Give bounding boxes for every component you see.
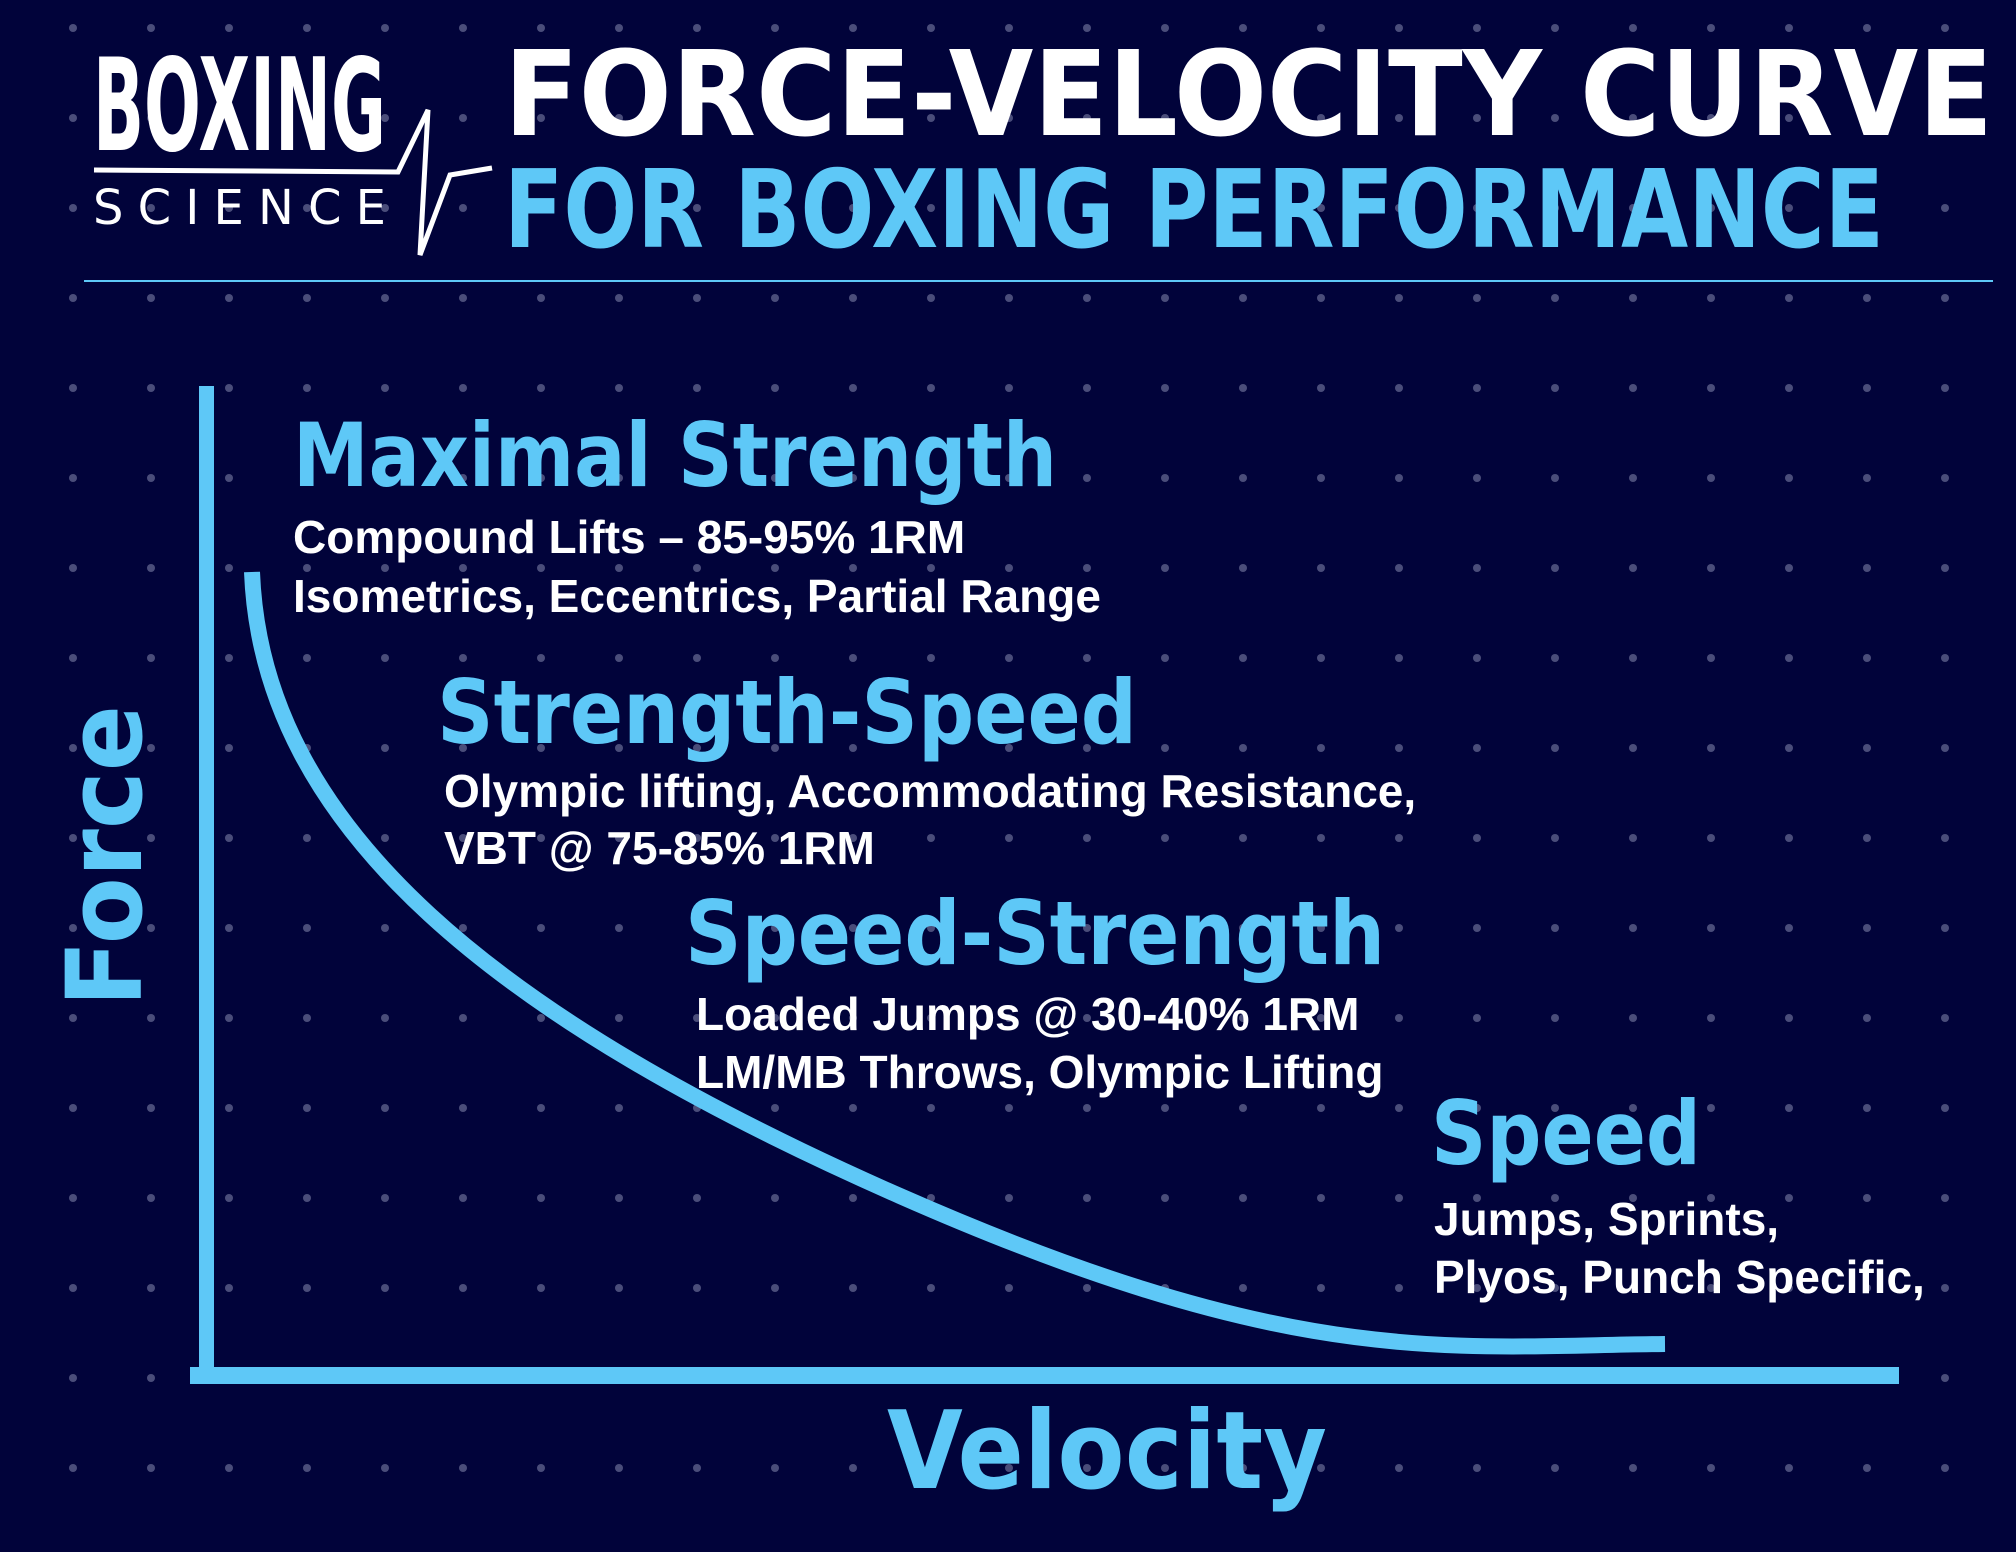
x-axis: [190, 1367, 1899, 1384]
x-axis-label: Velocity: [887, 1389, 1327, 1514]
zone-line: Plyos, Punch Specific,: [1434, 1251, 1925, 1303]
y-axis: [199, 386, 214, 1376]
title-line2: FOR BOXING PERFORMANCE: [504, 148, 1884, 273]
logo-line1: BOXING: [93, 32, 386, 181]
zone-line: VBT @ 75-85% 1RM: [444, 822, 875, 874]
zone-speed: Speed Jumps, Sprints, Plyos, Punch Speci…: [1431, 1082, 1925, 1303]
zone-line: Loaded Jumps @ 30-40% 1RM: [696, 988, 1359, 1040]
zone-speed-strength: Speed-Strength Loaded Jumps @ 30-40% 1RM…: [685, 882, 1385, 1098]
zone-line: LM/MB Throws, Olympic Lifting: [696, 1046, 1383, 1098]
logo-line2: SCIENCE: [93, 180, 386, 236]
zone-line: Compound Lifts – 85-95% 1RM: [293, 511, 965, 563]
zone-heading: Strength-Speed: [437, 661, 1137, 764]
title-line1: FORCE-VELOCITY CURVE: [504, 25, 1993, 163]
heartbeat-line-icon: [93, 108, 493, 256]
boxing-science-logo: BOXING SCIENCE: [93, 32, 493, 256]
zone-line: Isometrics, Eccentrics, Partial Range: [293, 570, 1101, 622]
zone-line: Olympic lifting, Accommodating Resistanc…: [444, 765, 1416, 817]
force-velocity-curve: [244, 571, 1666, 1355]
zone-heading: Speed-Strength: [685, 882, 1385, 985]
zone-heading: Speed: [1431, 1082, 1701, 1185]
zone-strength-speed: Strength-Speed Olympic lifting, Accommod…: [437, 661, 1416, 874]
y-axis-label: Force: [44, 705, 166, 1007]
zone-heading: Maximal Strength: [293, 404, 1057, 507]
zone-maximal-strength: Maximal Strength Compound Lifts – 85-95%…: [293, 404, 1101, 622]
zone-line: Jumps, Sprints,: [1434, 1193, 1779, 1245]
